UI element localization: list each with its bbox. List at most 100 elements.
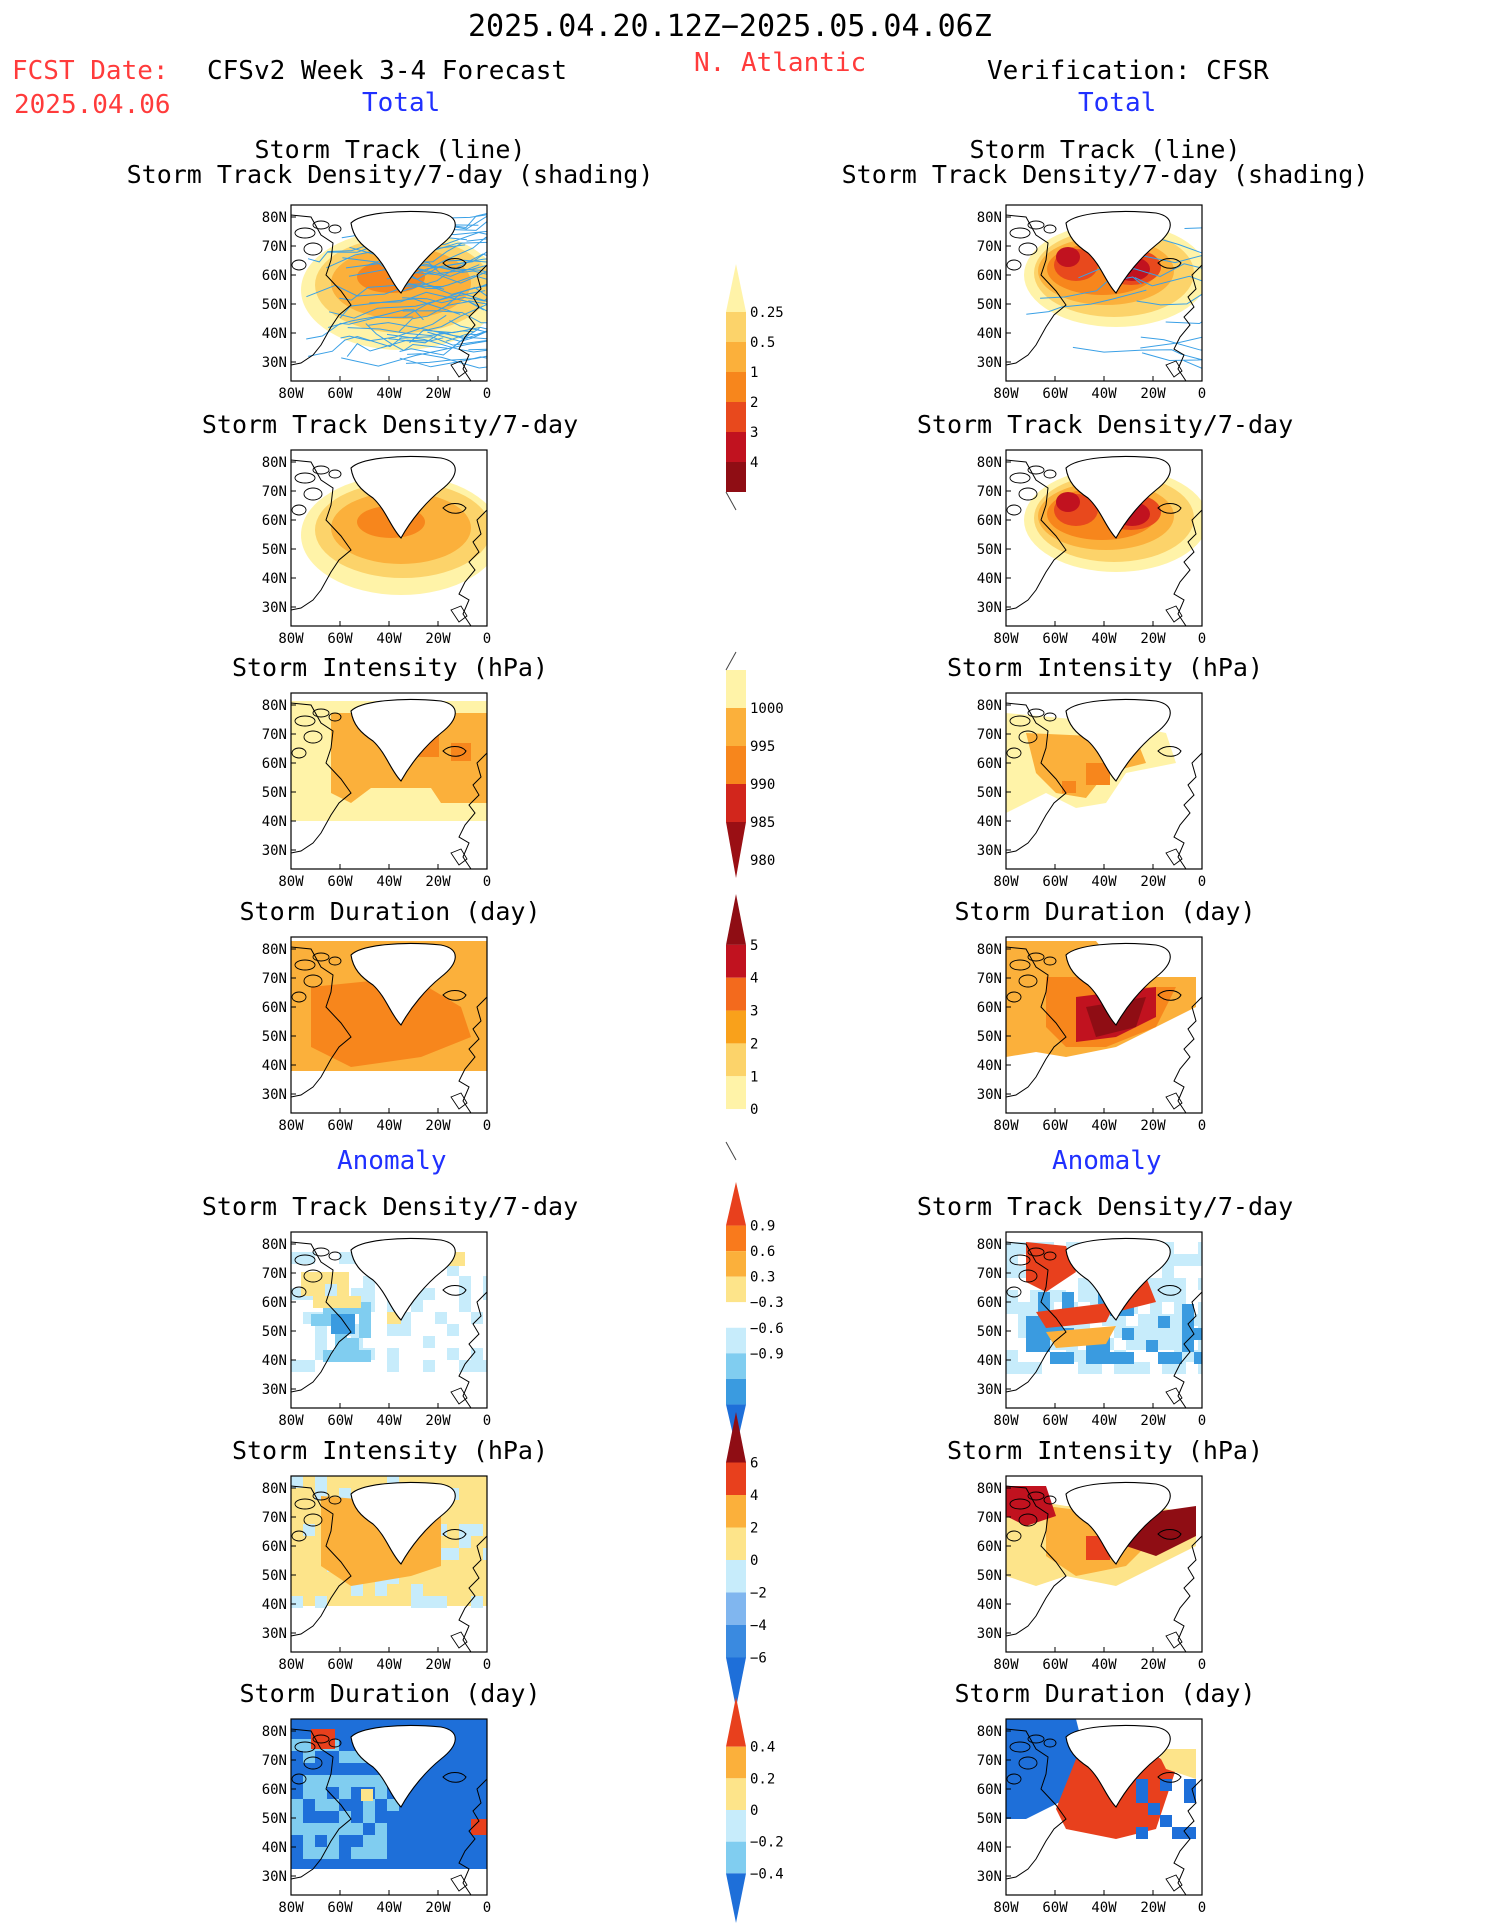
panel-title: Storm Track Density/7-day (shading) [126,160,654,189]
y-tick-label: 30N [262,355,287,371]
x-tick-label: 0 [483,1118,491,1134]
y-tick-label: 30N [977,843,1002,859]
y-tick-label: 70N [262,1753,287,1769]
y-tick-label: 60N [262,1295,287,1311]
colorbar-label: 2 [750,395,758,411]
x-tick-label: 20W [1140,874,1166,890]
anomaly-left-label: Anomaly [337,1146,447,1176]
colorbar-0: 0.25 0.5 1 2 3 4 [718,262,828,512]
y-tick-label: 40N [977,1840,1002,1856]
fcst-date-label: FCST Date: [12,56,169,86]
x-tick-label: 20W [1140,386,1166,402]
x-tick-label: 40W [1091,1900,1117,1916]
colorbar-label: 0.2 [750,1771,775,1787]
colorbar-label: −0.3 [750,1295,784,1311]
x-tick-label: 0 [483,1413,491,1429]
y-tick-label: 50N [977,785,1002,801]
map-panel-verification-6: 80N 70N 60N 50N 40N 30N 80W 60W 40W 20W 0 [977,1718,1242,1916]
x-tick-label: 20W [425,874,451,890]
y-tick-label: 50N [977,297,1002,313]
y-tick-label: 30N [262,600,287,616]
x-tick-label: 80W [993,1900,1019,1916]
x-tick-label: 80W [278,1900,304,1916]
y-tick-label: 40N [262,326,287,342]
y-tick-label: 40N [977,1597,1002,1613]
colorbar-label: 3 [750,1004,758,1020]
left-model-label: CFSv2 Week 3-4 Forecast [207,56,568,86]
map-panel-verification-2: 80N 70N 60N 50N 40N 30N 80W 60W 40W 20W 0 [977,692,1242,890]
y-tick-label: 70N [262,971,287,987]
panel-title: Storm Duration (day) [954,897,1256,926]
y-tick-label: 40N [262,571,287,587]
y-tick-label: 40N [977,571,1002,587]
x-tick-label: 40W [376,631,402,647]
x-tick-label: 60W [327,631,353,647]
x-tick-label: 40W [376,1900,402,1916]
x-tick-label: 20W [1140,1413,1166,1429]
panel-title: Storm Track Density/7-day (shading) [841,160,1369,189]
y-tick-label: 30N [977,1087,1002,1103]
y-tick-label: 80N [262,1481,287,1497]
colorbar-label: 1 [750,365,758,381]
y-tick-label: 50N [977,542,1002,558]
x-tick-label: 0 [483,1657,491,1673]
x-tick-label: 60W [1042,631,1068,647]
y-tick-label: 80N [977,698,1002,714]
panel-title: Storm Duration (day) [954,1679,1256,1708]
y-tick-label: 70N [977,1753,1002,1769]
y-tick-label: 30N [262,1382,287,1398]
map-panel-forecast-4: 80N 70N 60N 50N 40N 30N 80W 60W 40W 20W 0 [262,1231,527,1429]
y-tick-label: 60N [262,1000,287,1016]
y-tick-label: 70N [262,239,287,255]
y-tick-label: 60N [262,1539,287,1555]
x-tick-label: 80W [278,1657,304,1673]
colorbar-label: 995 [750,739,775,755]
x-tick-label: 60W [327,874,353,890]
panel-title: Storm Track (line) [969,135,1241,164]
y-tick-label: 80N [977,942,1002,958]
panel-title: Storm Track Density/7-day [201,410,579,439]
colorbar-label: 2 [750,1036,758,1052]
y-tick-label: 70N [977,727,1002,743]
y-tick-label: 60N [977,268,1002,284]
y-tick-label: 30N [262,1869,287,1885]
y-tick-label: 70N [262,727,287,743]
x-tick-label: 0 [483,386,491,402]
colorbar-label: 990 [750,777,775,793]
x-tick-label: 20W [425,1118,451,1134]
y-tick-label: 70N [262,484,287,500]
x-tick-label: 60W [1042,1900,1068,1916]
map-panel-verification-0: 80N 70N 60N 50N 40N 30N 80W 60W 40W 20W 0 [977,204,1242,402]
y-tick-label: 50N [977,1029,1002,1045]
map-panel-verification-1: 80N 70N 60N 50N 40N 30N 80W 60W 40W 20W 0 [977,449,1242,647]
x-tick-label: 80W [993,1118,1019,1134]
y-tick-label: 50N [262,1811,287,1827]
region-label: N. Atlantic [694,48,867,78]
x-tick-label: 60W [1042,1657,1068,1673]
y-tick-label: 40N [977,814,1002,830]
y-tick-label: 40N [977,1058,1002,1074]
x-tick-label: 0 [483,1900,491,1916]
colorbar-label: 4 [750,971,758,987]
date-range-title: 2025.04.20.12Z−2025.05.04.06Z [468,9,992,44]
colorbar-label: 0 [750,1102,758,1118]
map-panel-forecast-1: 80N 70N 60N 50N 40N 30N 80W 60W 40W 20W 0 [262,449,527,647]
y-tick-label: 30N [977,1382,1002,1398]
panel-title: Storm Intensity (hPa) [946,1436,1264,1465]
y-tick-label: 30N [262,843,287,859]
y-tick-label: 70N [262,1266,287,1282]
colorbar-label: 0.25 [750,305,784,321]
x-tick-label: 80W [993,1413,1019,1429]
y-tick-label: 50N [262,1029,287,1045]
y-tick-label: 50N [977,1811,1002,1827]
colorbar-label: −0.4 [750,1866,784,1882]
x-tick-label: 60W [1042,1118,1068,1134]
colorbar-label: −0.9 [750,1346,784,1362]
x-tick-label: 60W [1042,386,1068,402]
map-panel-forecast-2: 80N 70N 60N 50N 40N 30N 80W 60W 40W 20W 0 [262,692,527,890]
y-tick-label: 40N [977,1353,1002,1369]
colorbar-label: 2 [750,1521,758,1537]
colorbar-label: −4 [750,1618,767,1634]
colorbar-label: 0.9 [750,1219,775,1235]
y-tick-label: 60N [262,268,287,284]
